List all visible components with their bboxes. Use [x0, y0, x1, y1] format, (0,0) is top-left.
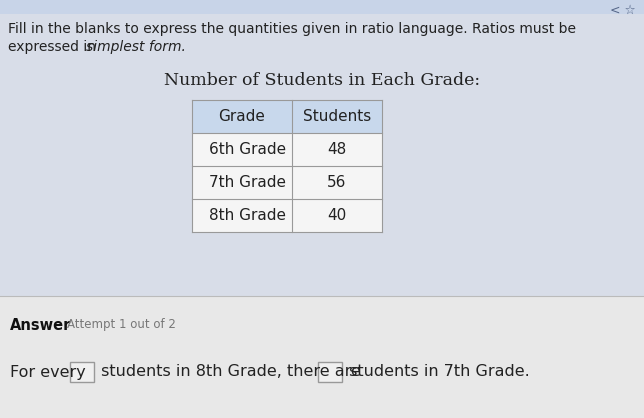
Text: For every: For every	[10, 364, 91, 380]
Text: Attempt 1 out of 2: Attempt 1 out of 2	[67, 318, 176, 331]
FancyBboxPatch shape	[192, 100, 382, 232]
FancyBboxPatch shape	[0, 296, 644, 418]
Text: 40: 40	[327, 208, 346, 223]
Text: Number of Students in Each Grade:: Number of Students in Each Grade:	[164, 72, 480, 89]
Text: 7th Grade: 7th Grade	[209, 175, 286, 190]
Text: expressed in: expressed in	[8, 40, 100, 54]
Text: students in 7th Grade.: students in 7th Grade.	[344, 364, 530, 380]
FancyBboxPatch shape	[70, 362, 94, 382]
FancyBboxPatch shape	[192, 100, 382, 133]
Text: < ☆: < ☆	[611, 3, 636, 16]
Text: simplest form.: simplest form.	[86, 40, 186, 54]
Text: 56: 56	[327, 175, 346, 190]
Text: 6th Grade: 6th Grade	[209, 142, 286, 157]
Text: Grade: Grade	[218, 109, 265, 124]
Text: Fill in the blanks to express the quantities given in ratio language. Ratios mus: Fill in the blanks to express the quanti…	[8, 22, 576, 36]
Text: 48: 48	[327, 142, 346, 157]
Text: Students: Students	[303, 109, 371, 124]
FancyBboxPatch shape	[318, 362, 342, 382]
Text: students in 8th Grade, there are: students in 8th Grade, there are	[96, 364, 366, 380]
Text: Answer: Answer	[10, 318, 71, 333]
FancyBboxPatch shape	[0, 0, 644, 14]
Text: 8th Grade: 8th Grade	[209, 208, 286, 223]
